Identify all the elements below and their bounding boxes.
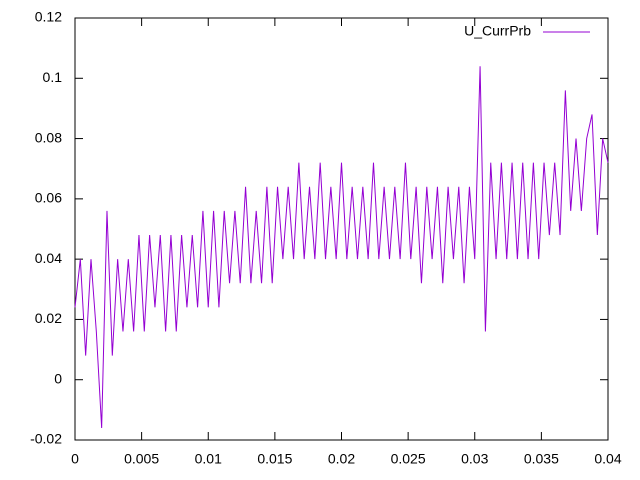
x-tick-label: 0.005 <box>124 451 159 467</box>
x-tick-label: 0.04 <box>594 451 621 467</box>
plot-border <box>74 17 609 441</box>
y-tick-label: -0.02 <box>30 431 62 447</box>
legend-label: U_CurrPrb <box>464 23 531 39</box>
y-tick-label: 0.1 <box>43 69 63 85</box>
x-tick-label: 0.015 <box>257 451 292 467</box>
data-line <box>74 66 609 428</box>
x-tick-label: 0.035 <box>524 451 559 467</box>
y-tick-label: 0.02 <box>35 310 62 326</box>
x-tick-label: 0.02 <box>328 451 355 467</box>
x-tick-label: 0.01 <box>195 451 222 467</box>
y-tick-label: 0.06 <box>35 190 62 206</box>
x-tick-label: 0.025 <box>391 451 426 467</box>
y-tick-label: 0 <box>54 370 62 386</box>
y-tick-label: 0.12 <box>35 9 62 25</box>
y-tick-label: 0.08 <box>35 129 62 145</box>
y-tick-label: 0.04 <box>35 250 62 266</box>
x-tick-label: 0 <box>71 451 79 467</box>
x-tick-label: 0.03 <box>461 451 488 467</box>
